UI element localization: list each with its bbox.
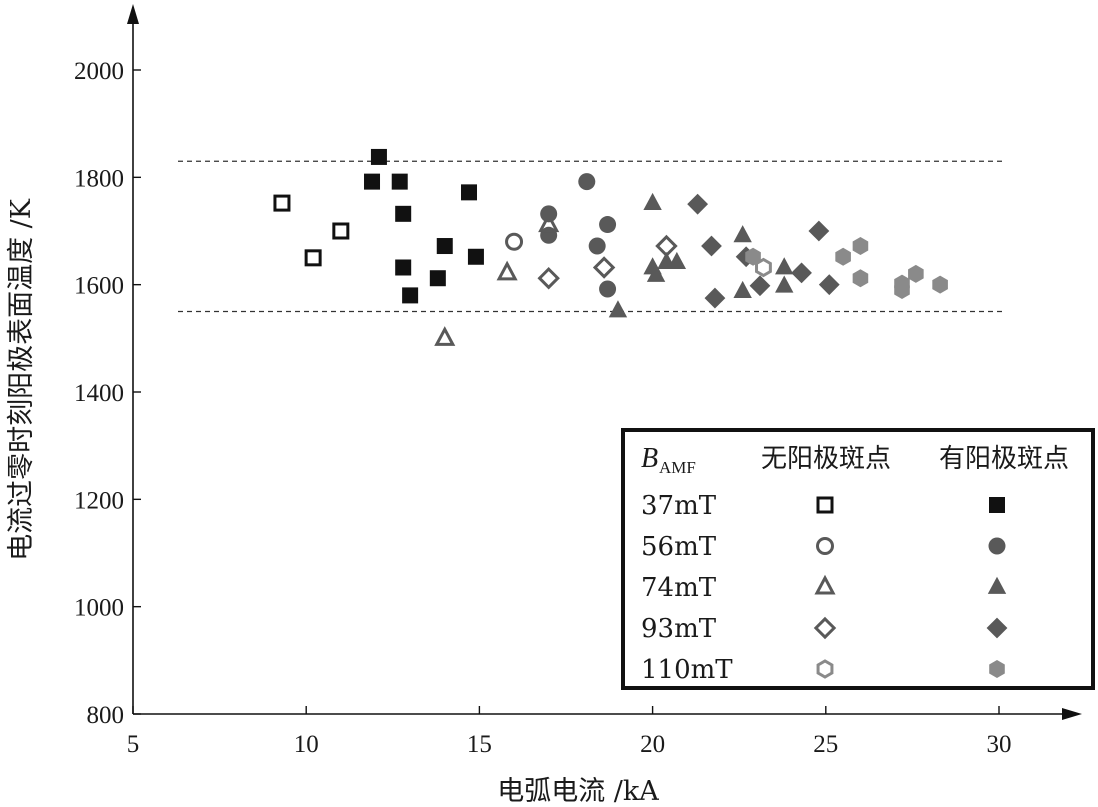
legend-marker-without-spot [816,496,834,514]
point-110mT-with-spot [894,281,910,300]
x-tick-label: 5 [127,731,140,758]
legend-marker-with-spot [986,617,1008,639]
point-37mT-with-spot [467,248,484,265]
y-tick-label: 1200 [74,487,124,514]
point-56mT-with-spot [578,173,596,191]
point-110mT-with-spot [745,247,761,266]
point-37mT-with-spot [429,270,446,287]
point-93mT-without-spot [537,267,560,290]
reference-lines [178,160,1002,313]
point-93mT-without-spot [655,234,678,258]
point-110mT-with-spot [852,269,869,288]
legend-rows: 37mT 56mT 74mT 93mT 110mT [641,491,1008,685]
x-tick-label: 20 [640,731,665,758]
point-37mT-with-spot [364,173,381,190]
series-110mT [745,237,948,300]
legend-marker-without-spot [814,574,836,595]
point-37mT-with-spot [391,173,408,190]
y-axis-title: 电流过零时刻阳极表面温度 /K [6,198,37,561]
legend-column-with: 有阳极斑点 [939,444,1069,474]
legend-frame [621,428,1095,690]
point-74mT-with-spot [608,300,628,318]
series-93mT [537,193,840,309]
point-74mT-with-spot [775,257,794,275]
point-74mT-without-spot [434,326,456,346]
x-axis-title: 电弧电流 /kA [497,776,659,807]
series-37mT [273,148,484,304]
point-37mT-with-spot [402,287,419,304]
data-points [273,148,948,346]
point-74mT-with-spot [733,280,752,299]
legend-marker-with-spot [989,497,1005,513]
point-56mT-with-spot [599,216,617,234]
axes: 5 10 15 20 25 30 800 1000 1200 1400 1600 1800 2000 [74,4,1082,758]
y-tick-label: 800 [87,702,125,729]
legend-label: 37mT [641,491,717,521]
point-37mT-with-spot [370,148,387,165]
point-74mT-with-spot [646,264,666,282]
legend-header-subscript: AMF [659,458,696,477]
y-tick-label: 1400 [74,380,124,407]
legend-label: 56mT [641,532,717,562]
x-axis-arrow [1062,708,1082,720]
x-tick-label: 25 [813,731,838,758]
x-tick-label: 30 [987,731,1012,758]
point-37mT-with-spot [461,184,478,201]
legend-marker-with-spot [988,537,1006,555]
point-93mT-with-spot [808,220,830,242]
point-110mT-with-spot [932,275,948,294]
series-56mT [505,173,617,298]
point-74mT-with-spot [667,251,687,270]
point-37mT-without-spot [273,194,291,212]
point-74mT-with-spot [775,275,794,293]
point-93mT-with-spot [701,235,722,257]
point-37mT-without-spot [304,249,322,267]
x-tick-label: 10 [294,731,319,758]
point-74mT-with-spot [733,225,752,243]
y-tick-label: 1000 [74,595,124,622]
point-93mT-without-spot [592,256,616,279]
legend-column-without: 无阳极斑点 [761,444,891,474]
y-tick-label: 1600 [74,273,124,300]
point-93mT-with-spot [687,193,709,215]
point-110mT-with-spot [852,237,869,256]
point-74mT-without-spot [496,260,518,281]
point-37mT-without-spot [332,222,350,240]
legend-header-variable: B [641,443,658,474]
x-tick-label: 15 [467,731,492,758]
point-93mT-with-spot [791,262,812,284]
point-37mT-with-spot [395,259,412,276]
legend-marker-with-spot [987,576,1007,594]
point-74mT-without-spot [538,212,560,233]
legend-label: 74mT [641,573,717,603]
point-93mT-with-spot [749,275,771,297]
y-axis-arrow [127,4,139,24]
series-74mT [434,192,794,346]
point-56mT-without-spot [505,232,524,251]
legend-label: 93mT [641,614,717,644]
y-tick-label: 2000 [74,58,124,85]
point-74mT-with-spot [643,192,662,210]
point-56mT-with-spot [599,280,617,298]
point-93mT-with-spot [818,274,840,296]
legend-marker-without-spot [816,537,834,555]
point-37mT-with-spot [395,205,412,222]
point-56mT-with-spot [588,237,606,255]
legend-label: 110mT [641,655,733,685]
legend-marker-without-spot [813,616,837,640]
point-110mT-with-spot [908,264,924,283]
y-tick-label: 1800 [74,165,124,192]
point-110mT-with-spot [835,247,851,266]
point-37mT-with-spot [436,238,453,255]
point-93mT-with-spot [704,287,726,309]
legend-marker-with-spot [989,660,1005,678]
legend-marker-without-spot [816,659,834,679]
legend: B AMF 无阳极斑点 有阳极斑点 37mT 56mT 74mT 93mT 110mT [621,428,1095,690]
